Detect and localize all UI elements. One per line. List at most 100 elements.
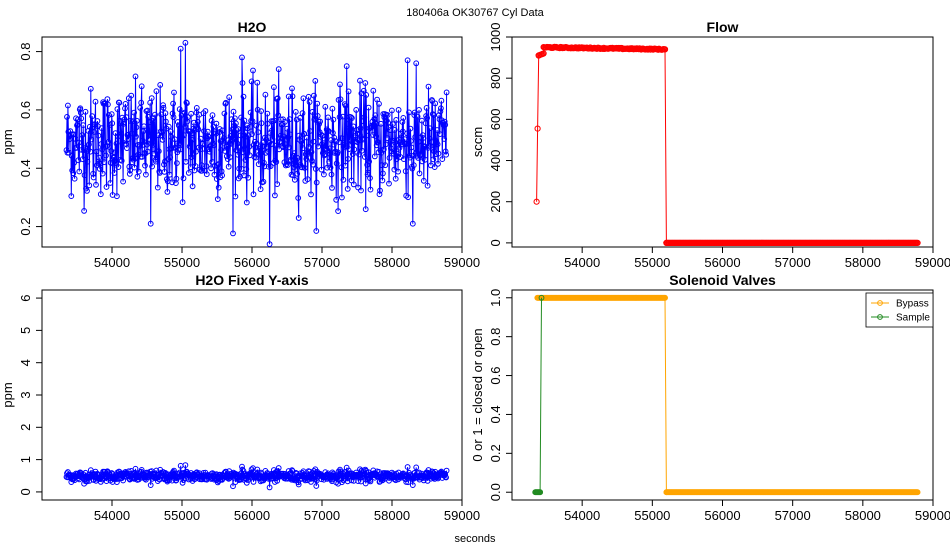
h2o-series-point [72,136,79,142]
x-tick-label: 55000 [634,508,670,523]
plot-data [532,294,921,496]
h2o-series-point [122,101,129,107]
h2o-series-point [362,80,369,86]
h2o-series-point [321,171,327,178]
h2o-series-point [398,135,405,141]
h2o-series-point [138,99,145,106]
h2o-series-point [249,131,255,138]
h2o-series-point [184,100,190,107]
h2o-series-point [389,121,396,127]
h2o-series-point [392,175,399,182]
h2o-series-point [299,164,305,171]
h2o-series-point [241,172,247,179]
h2o-series-point [306,144,313,150]
h2o-series-point [366,158,373,165]
x-tick-label: 54000 [564,508,600,523]
h2o-series-point [320,140,327,147]
h2o-series-point [146,132,153,139]
h2o-series-point [214,196,221,203]
h2o-series-point [90,174,97,181]
h2o-series-point [422,120,429,127]
h2o-series-point [153,88,160,95]
h2o-series-point [339,194,345,201]
h2o-series-point [408,144,415,151]
h2o-series-point [333,160,340,167]
y-tick-label: 0.8 [18,43,33,61]
h2o-series-point [70,170,77,177]
h2o-series-point [84,158,91,165]
h2o-series-point [201,128,207,135]
h2o-series-point [89,113,96,120]
h2o-series-point [272,157,279,164]
legend-swatch-point [877,314,883,320]
h2o-series-point [393,117,400,123]
h2o-series-point [395,168,402,175]
h2o-series-point [240,93,247,100]
h2o-series-point [179,479,186,486]
h2o-series-point [261,159,267,166]
h2o-series-point [114,479,120,486]
h2o-series-point [173,175,180,182]
h2o-series-point [296,132,303,139]
h2o-series-point [76,168,83,175]
h2o-series-point [361,154,368,160]
h2o-series-point [431,164,438,171]
h2o-series-point [95,132,102,139]
y-tick-label: 1.0 [488,289,503,307]
h2o-series-point [363,132,370,139]
h2o-series-point [79,156,86,163]
h2o-series-point [195,126,202,133]
h2o-series-point [200,140,206,147]
h2o-series-point [76,139,82,146]
h2o-series-point [211,142,217,149]
h2o-series-point [102,100,108,107]
h2o-series-point [425,83,432,90]
h2o-series-point [105,101,111,108]
h2o-series-point [151,126,158,133]
h2o-series-point [175,122,182,129]
h2o-series-point [162,110,169,117]
h2o-series-point [331,134,338,141]
h2o-series-point [161,169,168,175]
h2o-series-point [245,174,252,181]
h2o-series-point [301,165,308,171]
h2o-series-point [167,128,174,135]
h2o-series-point [219,127,226,134]
x-tick-label: 57000 [775,255,811,270]
h2o-series-point [422,156,429,163]
h2o-series-point [328,171,335,178]
h2o-series-point [339,135,346,142]
h2o-series-point [376,100,382,107]
h2o-series-point [155,148,162,155]
h2o-series-point [284,162,291,169]
x-tick-label: 57000 [775,508,811,523]
h2o-series-point [313,228,320,234]
h2o-series-point [91,129,97,135]
h2o-series-point [215,478,222,485]
h2o-series-point [234,140,241,147]
h2o-series-point [400,115,407,121]
h2o-series-point [99,170,106,177]
h2o-series-point [179,199,186,206]
h2o-series-point [81,172,88,179]
h2o-series-point [165,123,172,130]
h2o-series-point [186,143,193,150]
x-tick-label: 58000 [845,255,881,270]
h2o-series-point [84,188,90,194]
h2o-series-point [166,171,173,178]
h2o-series-point [117,120,124,127]
h2o-series-point [125,132,131,138]
y-tick-label: 0.6 [488,367,503,385]
h2o-series-point [126,163,133,170]
h2o-series-point [131,109,138,116]
h2o-series-point [108,111,115,118]
h2o-series-point [291,150,298,157]
h2o-series-point [355,184,362,191]
h2o-series-point [87,85,94,92]
h2o-series-point [172,136,178,143]
h2o-series-point [92,98,99,105]
h2o-series-point [193,105,200,111]
h2o-series-point [415,138,422,145]
flow-series-point [534,125,541,132]
h2o-series-point [213,130,219,137]
